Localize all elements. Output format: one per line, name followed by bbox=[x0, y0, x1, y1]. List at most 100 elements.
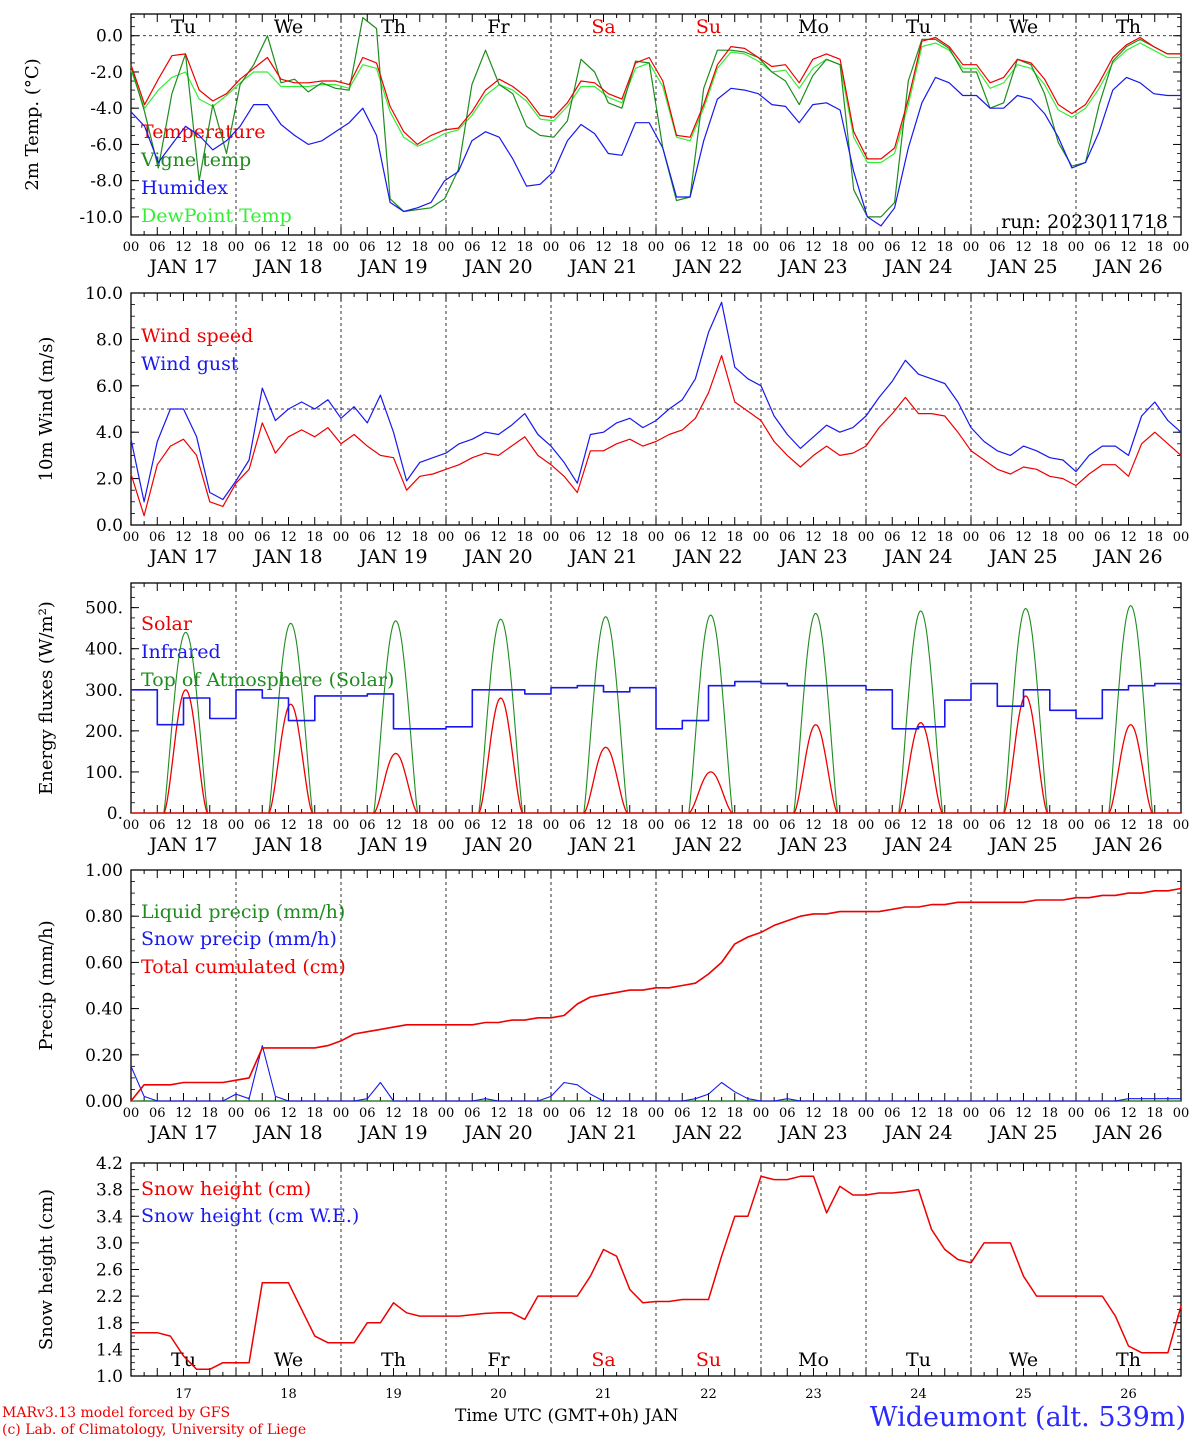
hour-tick-label: 00 bbox=[858, 818, 875, 833]
hour-tick-label: 06 bbox=[359, 530, 376, 545]
hour-tick-label: 12 bbox=[910, 1106, 927, 1121]
hour-tick-label: 06 bbox=[779, 818, 796, 833]
hour-tick-label: 06 bbox=[569, 1106, 586, 1121]
legend-entry: Snow height (cm W.E.) bbox=[141, 1205, 359, 1227]
hour-tick-label: 12 bbox=[805, 818, 822, 833]
hour-tick-label: 00 bbox=[963, 1106, 980, 1121]
hour-tick-label: 12 bbox=[595, 1106, 612, 1121]
hour-tick-label: 12 bbox=[385, 1106, 402, 1121]
hour-tick-label: 06 bbox=[359, 1106, 376, 1121]
hour-tick-label: 12 bbox=[910, 818, 927, 833]
hour-tick-label: 18 bbox=[1041, 1106, 1058, 1121]
hour-tick-label: 00 bbox=[1173, 1106, 1190, 1121]
hour-tick-label: 18 bbox=[516, 240, 533, 255]
hour-tick-label: 06 bbox=[884, 530, 901, 545]
hour-tick-label: 00 bbox=[123, 1106, 140, 1121]
solar-curve bbox=[268, 703, 314, 814]
date-label: JAN 21 bbox=[567, 256, 637, 278]
hour-tick-label: 12 bbox=[280, 530, 297, 545]
hour-tick-label: 18 bbox=[516, 530, 533, 545]
run-label: run: 2023011718 bbox=[1001, 211, 1168, 233]
hour-tick-label: 18 bbox=[831, 1106, 848, 1121]
hour-tick-label: 18 bbox=[1146, 530, 1163, 545]
hour-tick-label: 12 bbox=[280, 818, 297, 833]
date-label: JAN 25 bbox=[987, 1122, 1057, 1144]
hour-tick-label: 06 bbox=[884, 240, 901, 255]
weekday-label: Fr bbox=[487, 1349, 510, 1371]
panel-4: 0.00 0.20 0.40 0.60 0.80 1.00 Precip (mm/h) Liq… bbox=[36, 861, 1189, 1144]
hour-tick-label: 00 bbox=[1068, 530, 1085, 545]
day-number-label: 19 bbox=[385, 1387, 402, 1402]
wind-series-wind-gust bbox=[130, 301, 1182, 503]
hour-tick-label: 06 bbox=[254, 240, 271, 255]
weekday-label: Su bbox=[696, 16, 721, 38]
date-label: JAN 18 bbox=[252, 1122, 322, 1144]
y-tick-label: 200. bbox=[85, 722, 123, 742]
hour-tick-label: 00 bbox=[438, 530, 455, 545]
hour-tick-label: 00 bbox=[753, 240, 770, 255]
hour-tick-label: 18 bbox=[306, 818, 323, 833]
y-tick-label: 1.8 bbox=[96, 1314, 123, 1334]
day-number-label: 18 bbox=[280, 1387, 297, 1402]
hour-tick-label: 12 bbox=[805, 530, 822, 545]
hour-tick-label: 06 bbox=[1094, 530, 1111, 545]
hour-tick-label: 00 bbox=[438, 818, 455, 833]
legend-entry: Snow precip (mm/h) bbox=[141, 928, 337, 950]
y-tick-label: 10.0 bbox=[85, 284, 123, 304]
legend-entry: DewPoint Temp bbox=[141, 205, 292, 227]
hour-tick-label: 18 bbox=[936, 240, 953, 255]
toa-solar-curve bbox=[583, 616, 629, 814]
date-label: JAN 21 bbox=[567, 546, 637, 568]
infrared-series bbox=[131, 680, 1182, 730]
toa-solar-curve bbox=[1003, 607, 1049, 814]
temp-series-vigne-temp bbox=[130, 17, 1181, 218]
station-label: Wideumont (alt. 539m) bbox=[869, 1402, 1186, 1433]
y-tick-label: 1.0 bbox=[96, 1367, 123, 1387]
hour-tick-label: 18 bbox=[726, 1106, 743, 1121]
hour-tick-label: 12 bbox=[700, 530, 717, 545]
hour-tick-label: 00 bbox=[543, 530, 560, 545]
hour-tick-label: 12 bbox=[700, 1106, 717, 1121]
date-label: JAN 25 bbox=[987, 546, 1057, 568]
y-tick-label: 2.2 bbox=[96, 1287, 123, 1307]
date-label: JAN 25 bbox=[987, 256, 1057, 278]
hour-tick-label: 12 bbox=[490, 240, 507, 255]
legend-entry: Liquid precip (mm/h) bbox=[141, 901, 345, 923]
y-tick-label: -4.0 bbox=[90, 99, 123, 119]
y-tick-label: 0.40 bbox=[85, 1000, 123, 1020]
solar-curve bbox=[478, 697, 524, 814]
panel-1: 0.0 -2.0 -4.0 -6.0 -8.0 -10.0 2m Temp. (°C) Tem… bbox=[22, 13, 1189, 278]
hour-tick-label: 00 bbox=[228, 1106, 245, 1121]
y-tick-label: -2.0 bbox=[90, 63, 123, 83]
y-tick-label: 6.0 bbox=[96, 377, 123, 397]
hour-tick-label: 00 bbox=[648, 818, 665, 833]
weekday-label: Th bbox=[381, 1349, 406, 1371]
hour-tick-label: 12 bbox=[595, 530, 612, 545]
temp-series-dewpoint-temp bbox=[130, 42, 1181, 164]
hour-tick-label: 00 bbox=[228, 530, 245, 545]
date-label: JAN 26 bbox=[1092, 546, 1162, 568]
hour-tick-label: 18 bbox=[201, 240, 218, 255]
hour-tick-label: 18 bbox=[411, 530, 428, 545]
day-number-label: 20 bbox=[490, 1387, 507, 1402]
hour-tick-label: 00 bbox=[753, 530, 770, 545]
date-label: JAN 19 bbox=[357, 834, 427, 856]
model-credit-line1: MARv3.13 model forced by GFS bbox=[2, 1405, 231, 1421]
y-axis-label: Energy fluxes (W/m²) bbox=[36, 601, 57, 795]
hour-tick-label: 00 bbox=[858, 1106, 875, 1121]
panel-5: 1.0 1.4 1.8 2.2 2.6 3.0 3.4 3.8 4.2 Snow height (… bbox=[36, 1154, 1182, 1402]
y-tick-label: 8.0 bbox=[96, 330, 123, 350]
y-tick-label: 0.20 bbox=[85, 1046, 123, 1066]
weekday-label: Sa bbox=[591, 16, 615, 38]
y-tick-label: -6.0 bbox=[90, 135, 123, 155]
hour-tick-label: 18 bbox=[201, 1106, 218, 1121]
y-tick-label: 1.00 bbox=[85, 861, 123, 881]
hour-tick-label: 06 bbox=[464, 530, 481, 545]
date-label: JAN 22 bbox=[672, 546, 742, 568]
hour-tick-label: 00 bbox=[333, 530, 350, 545]
day-number-label: 24 bbox=[910, 1387, 927, 1402]
hour-tick-label: 12 bbox=[595, 240, 612, 255]
date-label: JAN 19 bbox=[357, 1122, 427, 1144]
date-label: JAN 22 bbox=[672, 1122, 742, 1144]
toa-solar-curve bbox=[268, 622, 314, 814]
